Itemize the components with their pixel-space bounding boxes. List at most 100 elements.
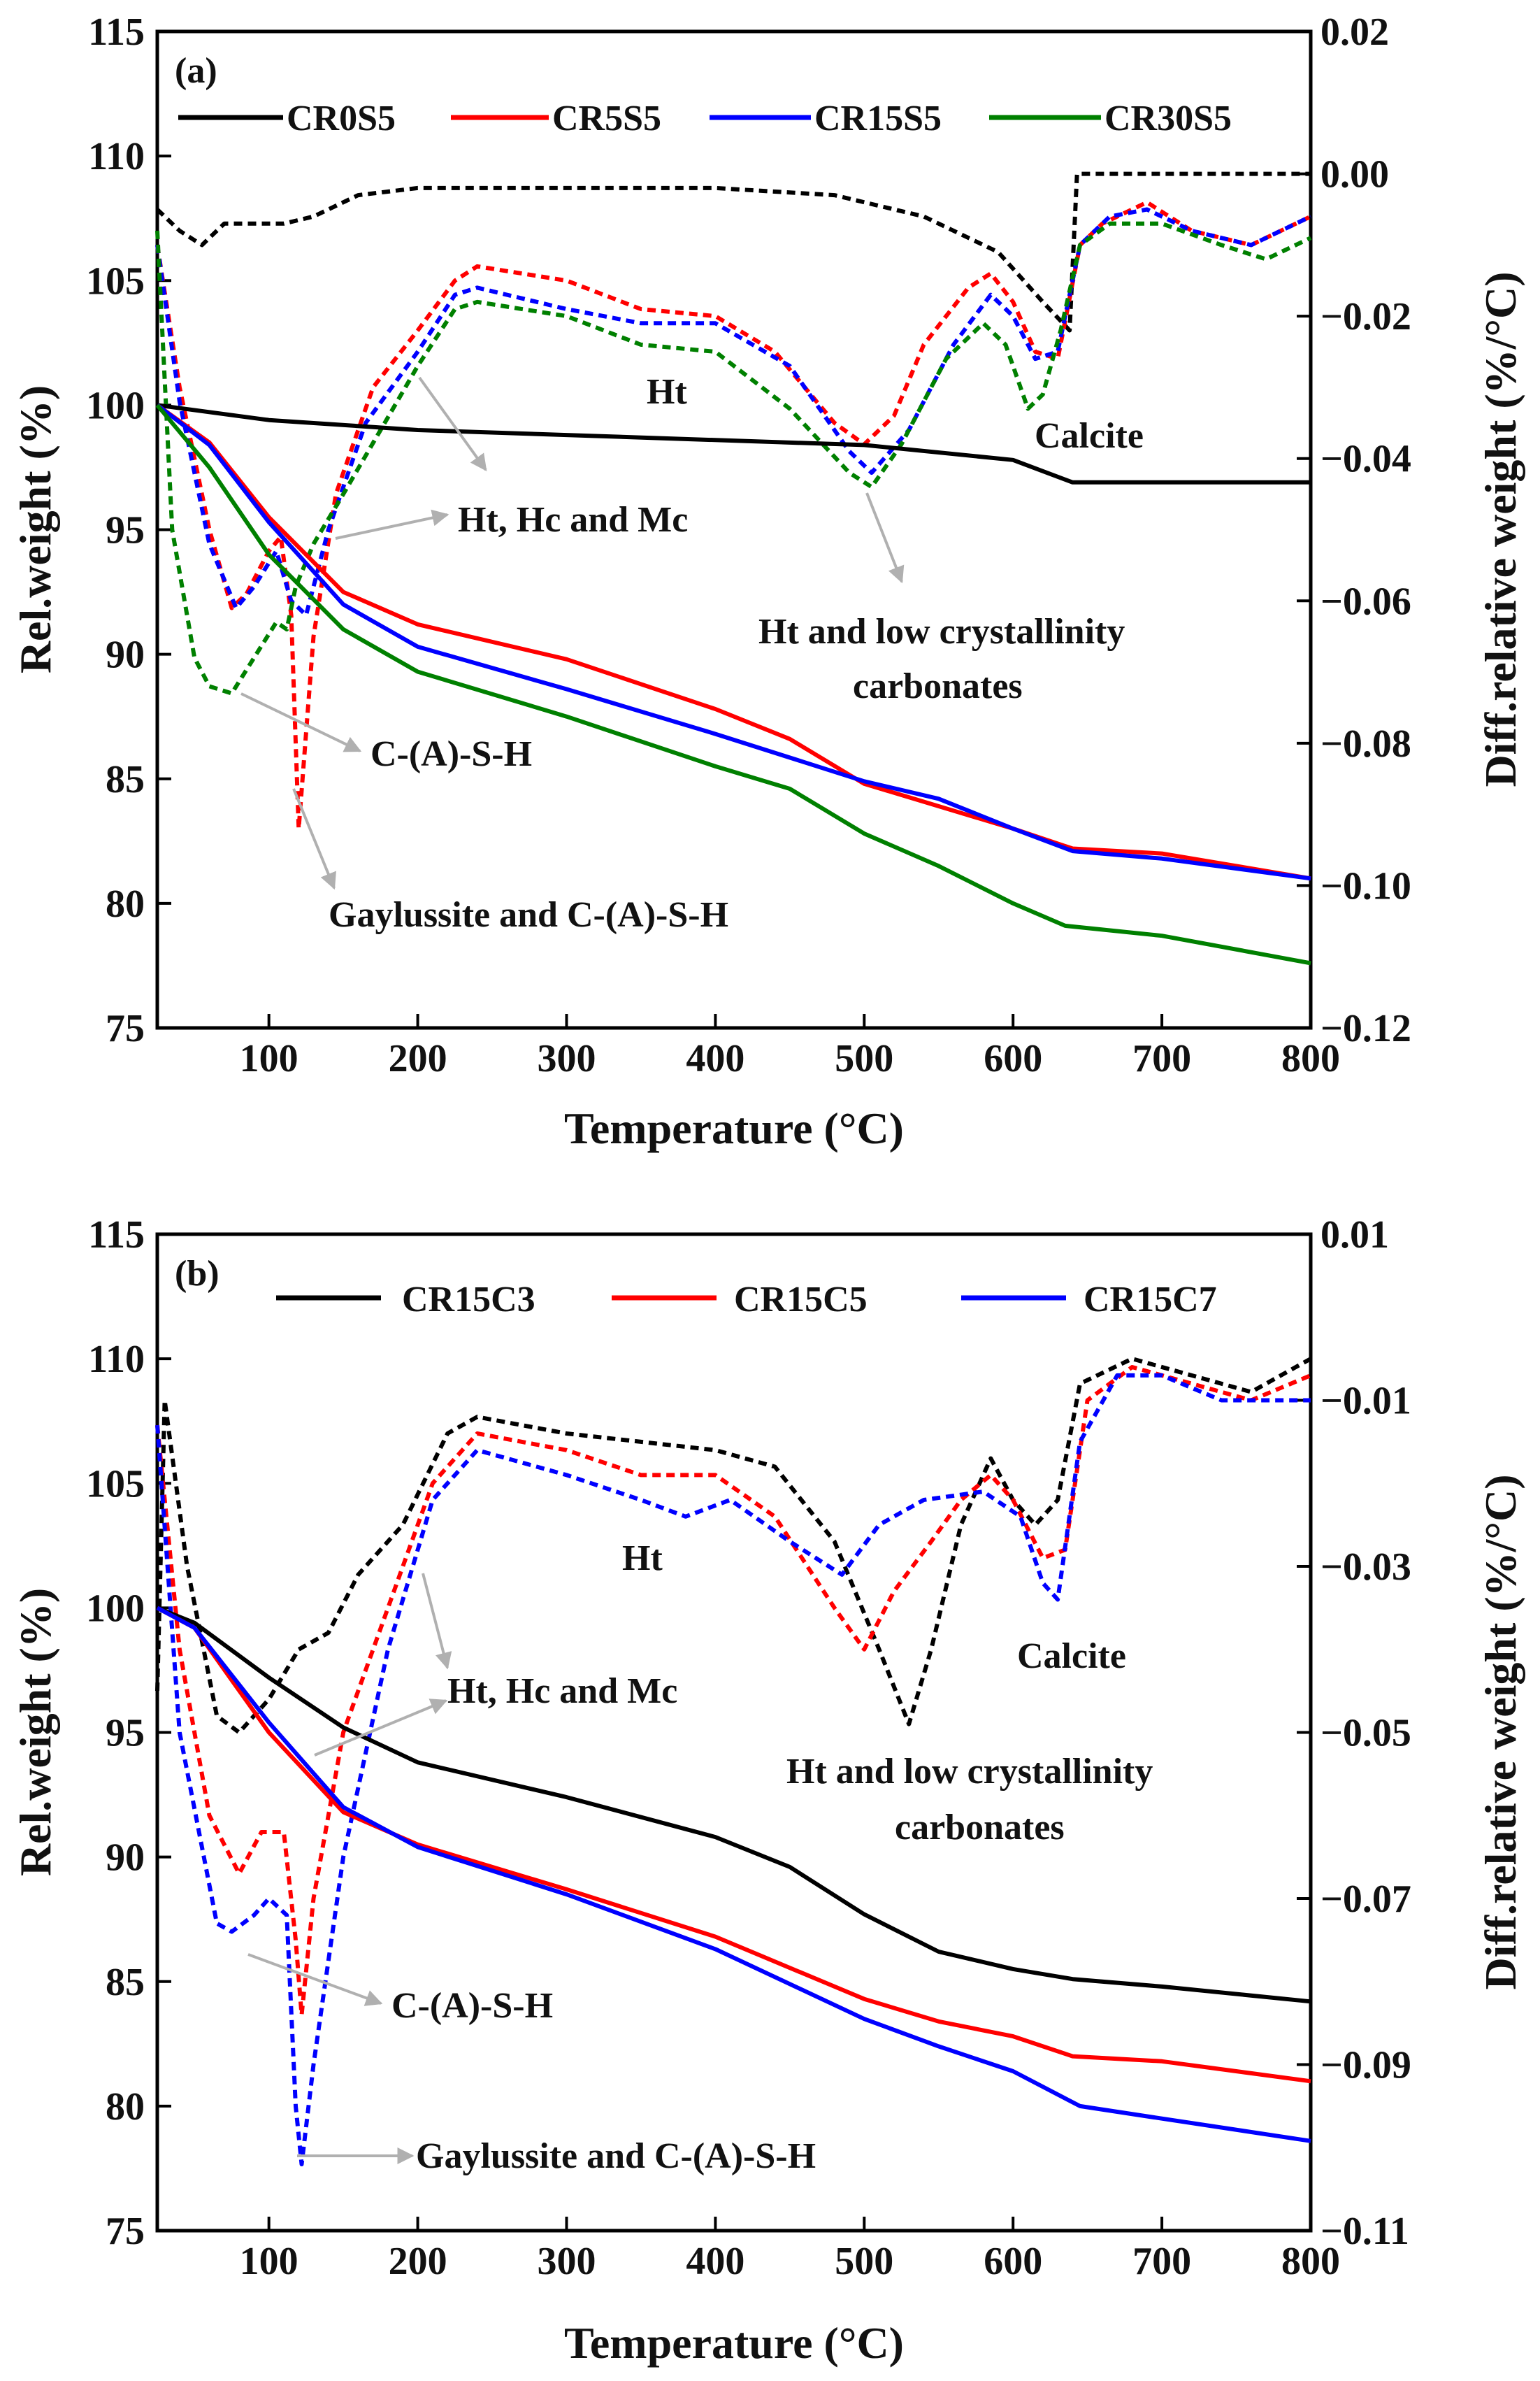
- tg-curves: [155, 403, 1311, 966]
- x-tick-label: 400: [686, 2240, 744, 2283]
- y-tick-label: 115: [88, 1213, 145, 1257]
- x-axis: 100 200 300 400 500 600 700 800: [240, 2217, 1340, 2283]
- y2-tick-label: −0.01: [1320, 1380, 1411, 1423]
- y2-tick-label: −0.05: [1320, 1712, 1411, 1755]
- y-tick-label: 85: [106, 1961, 145, 2004]
- y2-tick-label: −0.10: [1320, 864, 1411, 908]
- annotation-ht-carbonates-1: Ht and low crystallinity: [758, 612, 1125, 652]
- legend: CR15C3 CR15C5 CR15C7: [276, 1280, 1217, 1320]
- x-tick-label: 500: [835, 2240, 893, 2283]
- y-tick-label: 100: [86, 384, 145, 427]
- annotation-arrow: [240, 692, 362, 752]
- annotation-arrow: [292, 788, 336, 890]
- annotation-arrow: [422, 1573, 452, 1670]
- x-tick-label: 200: [389, 1037, 447, 1080]
- y-tick-label: 85: [106, 758, 145, 801]
- x-tick-label: 400: [686, 1037, 744, 1080]
- y2-tick-label: −0.07: [1320, 1878, 1411, 1921]
- legend-label: CR15C5: [734, 1280, 868, 1320]
- annotation-ht: Ht: [647, 372, 687, 412]
- dtg-curves: [155, 1357, 1312, 2166]
- tg-curves: [156, 1606, 1311, 2143]
- y2-axis-title: Diff.relative weight (%/°C): [1476, 271, 1525, 787]
- tg-curve-CR30S5: [155, 403, 1311, 966]
- y-tick-label: 80: [106, 2085, 145, 2129]
- y-tick-label: 115: [88, 10, 145, 54]
- x-tick-label: 100: [240, 1037, 298, 1080]
- tg-curve-CR5S5: [156, 403, 1311, 881]
- legend-label: CR15C7: [1084, 1280, 1217, 1320]
- y2-tick-label: −0.02: [1320, 295, 1411, 338]
- dtg-curve-CR0S5: [155, 171, 1311, 333]
- x-tick-label: 500: [835, 1037, 893, 1080]
- y2-tick-label: −0.08: [1320, 722, 1411, 766]
- y-axis-right: 0.02 0.00 −0.02 −0.04 −0.06 −0.08 −0.10 −0.12: [1297, 10, 1411, 1050]
- y-tick-label: 75: [106, 2210, 145, 2253]
- x-tick-label: 700: [1132, 1037, 1191, 1080]
- annotation-ht-carbonates-1: Ht and low crystallinity: [786, 1752, 1153, 1792]
- y-tick-label: 100: [86, 1587, 145, 1630]
- annotation-calcite: Calcite: [1035, 416, 1144, 456]
- y-tick-label: 90: [106, 634, 145, 677]
- annotation-ht-carbonates-2: carbonates: [895, 1808, 1065, 1847]
- annotation-csh: C-(A)-S-H: [391, 1986, 553, 2026]
- y2-tick-label: −0.06: [1320, 580, 1411, 623]
- y-axis-left: 75 80 85 90 95 100 105 110 115: [86, 1213, 171, 2253]
- legend: CR0S5 CR5S5 CR15S5 CR30S5: [178, 99, 1232, 138]
- x-axis-title: Temperature (°C): [564, 1103, 904, 1153]
- x-tick-label: 100: [240, 2240, 298, 2283]
- annotation-ht: Ht: [622, 1538, 663, 1578]
- legend-label: CR30S5: [1104, 99, 1232, 138]
- y2-tick-label: 0.00: [1320, 153, 1389, 196]
- x-tick-label: 800: [1281, 2240, 1340, 2283]
- y-axis-right: 0.01 −0.01 −0.03 −0.05 −0.07 −0.09 −0.11: [1297, 1213, 1411, 2253]
- x-tick-label: 200: [389, 2240, 447, 2283]
- y2-axis-title: Diff.relative weight (%/°C): [1476, 1474, 1525, 1989]
- y2-tick-label: −0.03: [1320, 1545, 1411, 1589]
- legend-label: CR5S5: [552, 99, 661, 138]
- panel-a: 100 200 300 400 500 600 700 800 758085909510010…: [10, 10, 1525, 1153]
- x-tick-label: 300: [537, 1037, 596, 1080]
- dtg-curve-CR15C3: [155, 1357, 1312, 1735]
- y2-tick-label: −0.04: [1320, 438, 1411, 481]
- dtg-curve-CR30S5: [155, 221, 1312, 696]
- tg-curve-CR15C7: [156, 1606, 1311, 2143]
- tg-curve-CR15C5: [156, 1606, 1311, 2084]
- tg-curve-CR15C3: [156, 1606, 1311, 2004]
- annotation-arrow: [865, 492, 905, 584]
- y2-tick-label: 0.02: [1320, 10, 1389, 54]
- x-axis: 100 200 300 400 500 600 700 800: [240, 1014, 1340, 1080]
- y-tick-label: 90: [106, 1836, 145, 1880]
- x-tick-label: 800: [1281, 1037, 1340, 1080]
- annotation-gaylussite: Gaylussite and C-(A)-S-H: [329, 895, 728, 935]
- y2-tick-label: 0.01: [1320, 1213, 1389, 1257]
- y-axis-left: 75 80 85 90 95 100 105 110 115: [86, 10, 171, 1050]
- annotation-ht-hc-mc: Ht, Hc and Mc: [458, 500, 688, 540]
- legend-label: CR15S5: [814, 99, 942, 138]
- annotation-arrow: [418, 376, 487, 471]
- annotations: Ht Calcite Ht, Hc and Mc Ht and low crys…: [247, 1538, 1153, 2176]
- panel-b: 100 200 300 400 500 600 700 800 758085909510010…: [10, 1213, 1525, 2368]
- plot-frame: [155, 1232, 1313, 2233]
- tg-curve-CR0S5: [157, 403, 1311, 485]
- y-axis-title: Rel.weight (%): [10, 1588, 60, 1876]
- y-tick-label: 95: [106, 509, 145, 552]
- y2-tick-label: −0.09: [1320, 2044, 1411, 2087]
- annotation-arrow: [335, 509, 449, 540]
- x-tick-label: 600: [984, 2240, 1042, 2283]
- y-tick-label: 110: [88, 1338, 145, 1381]
- y-tick-label: 80: [106, 882, 145, 926]
- annotation-calcite: Calcite: [1017, 1636, 1126, 1676]
- y-tick-label: 105: [86, 259, 145, 303]
- dtg-curves: [155, 171, 1312, 831]
- annotations: Ht Calcite Ht, Hc and Mc Ht and low crys…: [240, 372, 1144, 935]
- y-tick-label: 110: [88, 135, 145, 178]
- y2-tick-label: −0.11: [1320, 2210, 1409, 2253]
- x-tick-label: 600: [984, 1037, 1042, 1080]
- dtg-curve-CR15C7: [155, 1373, 1311, 2166]
- tg-curve-CR15S5: [156, 403, 1311, 881]
- y-tick-label: 105: [86, 1462, 145, 1506]
- legend-label: CR15C3: [402, 1280, 535, 1320]
- annotation-arrow: [314, 1699, 448, 1757]
